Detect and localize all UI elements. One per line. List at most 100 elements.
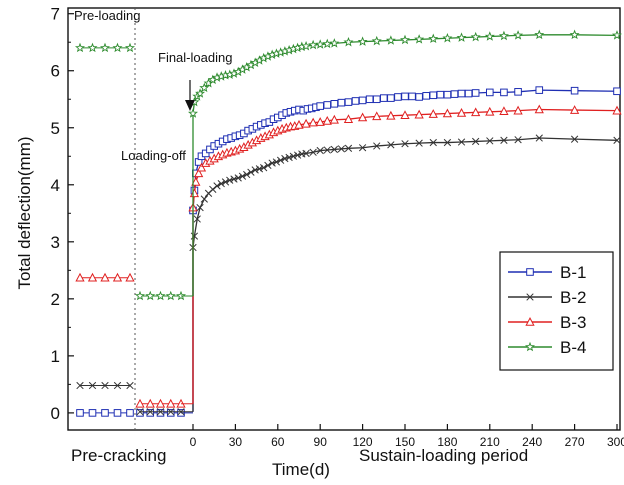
data-point xyxy=(135,398,145,408)
data-point xyxy=(167,408,175,416)
data-point xyxy=(323,101,332,109)
y-tick-label: 2 xyxy=(51,290,60,309)
marker-stroke xyxy=(316,146,324,155)
data-point xyxy=(535,86,544,94)
data-point xyxy=(316,146,324,155)
marker-stroke xyxy=(200,195,208,203)
data-point xyxy=(486,88,494,97)
marker-stroke xyxy=(213,182,221,190)
data-point xyxy=(76,381,84,390)
marker-stroke xyxy=(330,145,338,154)
marker-stroke xyxy=(146,408,154,416)
data-point xyxy=(337,145,346,153)
data-point xyxy=(422,92,430,100)
legend-item-b-4: B-4 xyxy=(508,338,586,357)
data-point xyxy=(188,108,198,118)
data-point xyxy=(471,107,481,117)
data-point xyxy=(429,91,438,100)
data-point xyxy=(415,139,423,147)
marker-stroke xyxy=(247,168,255,176)
marker-stroke xyxy=(226,176,234,184)
data-point xyxy=(101,381,109,390)
annotation-loading-off: Loading-off xyxy=(121,148,186,163)
data-point xyxy=(302,149,310,158)
legend-marker xyxy=(525,317,535,326)
marker-stroke xyxy=(457,138,466,146)
x-tick-label: 180 xyxy=(437,435,457,449)
data-point xyxy=(514,136,522,144)
data-point xyxy=(155,290,166,301)
data-point xyxy=(358,96,367,105)
legend-item-b-1: B-1 xyxy=(508,263,586,282)
data-point xyxy=(87,272,98,282)
data-point xyxy=(613,87,621,96)
marker-stroke xyxy=(238,172,247,180)
legend-item-b-3: B-3 xyxy=(508,313,586,332)
data-point xyxy=(534,104,544,114)
y-tick-label: 7 xyxy=(51,5,60,24)
marker-stroke xyxy=(156,408,165,416)
data-point xyxy=(112,42,123,53)
data-point xyxy=(372,111,382,121)
x-tick-label: 270 xyxy=(565,435,585,449)
data-point xyxy=(414,109,424,119)
marker-stroke xyxy=(415,139,423,147)
data-point xyxy=(429,138,437,147)
data-point xyxy=(385,35,396,45)
x-tick-label: 240 xyxy=(522,435,542,449)
marker-stroke xyxy=(209,185,217,193)
data-point xyxy=(276,156,285,164)
data-point xyxy=(196,162,207,172)
marker-stroke xyxy=(136,408,144,416)
data-point xyxy=(514,88,522,96)
data-point xyxy=(401,140,409,148)
data-point xyxy=(165,290,176,301)
data-point xyxy=(428,109,438,118)
marker-stroke xyxy=(101,381,109,390)
x-tick-label: 150 xyxy=(395,435,415,449)
data-point xyxy=(75,272,85,282)
data-point xyxy=(255,165,264,173)
data-point xyxy=(243,170,251,179)
data-point xyxy=(125,272,135,282)
data-point xyxy=(99,42,111,53)
marker-stroke xyxy=(613,136,621,144)
marker-stroke xyxy=(88,381,97,390)
marker-stroke xyxy=(302,149,310,158)
data-point xyxy=(569,105,580,114)
data-point xyxy=(365,95,374,104)
marker-stroke xyxy=(190,232,199,240)
data-point xyxy=(470,31,481,42)
marker-stroke xyxy=(272,158,281,166)
data-point xyxy=(436,90,445,99)
data-point xyxy=(260,164,268,172)
y-tick-label: 4 xyxy=(51,176,60,195)
data-point xyxy=(357,36,368,46)
marker-stroke xyxy=(337,145,346,153)
marker-stroke xyxy=(255,165,264,173)
data-point xyxy=(201,149,210,158)
data-point xyxy=(498,30,509,41)
data-point xyxy=(226,176,234,184)
x-tick-label: 120 xyxy=(353,435,373,449)
data-point xyxy=(414,34,425,44)
data-point xyxy=(316,102,324,110)
marker-stroke xyxy=(126,381,134,390)
data-point xyxy=(213,182,221,190)
phase-label-sustain-loading: Sustain-loading period xyxy=(359,446,528,465)
data-point xyxy=(500,136,508,144)
legend-item-b-2: B-2 xyxy=(508,288,586,307)
data-point xyxy=(126,409,134,417)
marker-stroke xyxy=(387,141,395,149)
data-point xyxy=(442,32,453,43)
data-point xyxy=(486,137,494,145)
annotation-final-loading: Final-loading xyxy=(158,50,232,65)
data-point xyxy=(166,398,176,408)
data-point xyxy=(289,152,298,160)
data-point xyxy=(499,106,509,116)
data-point xyxy=(145,290,156,301)
data-point xyxy=(134,290,146,301)
series-b-1 xyxy=(76,86,621,417)
data-point xyxy=(394,93,402,101)
